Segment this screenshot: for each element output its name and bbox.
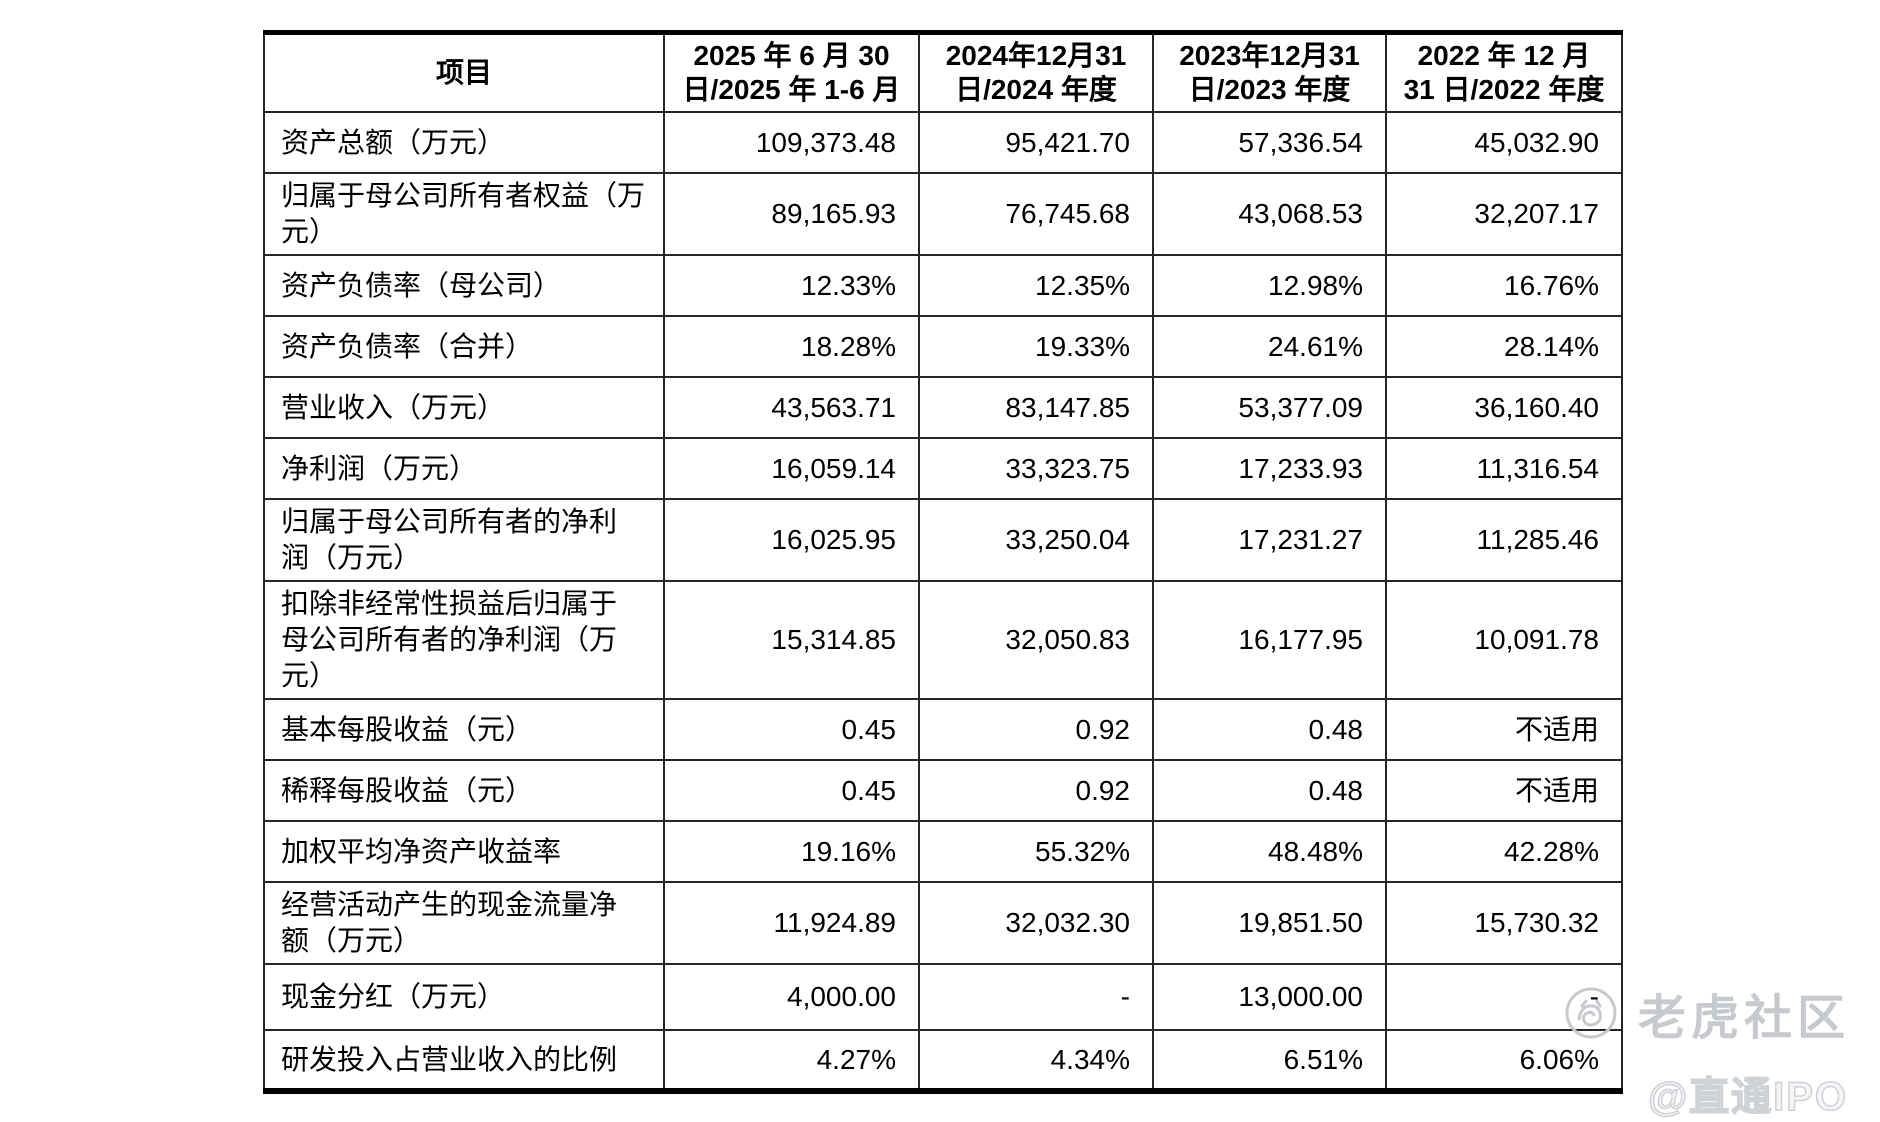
table-row: 现金分红（万元） 4,000.00 - 13,000.00 -: [263, 963, 1623, 1031]
table-row: 扣除非经常性损益后归属于 母公司所有者的净利润（万 元） 15,314.85 3…: [263, 580, 1623, 700]
column-header-period-2025: 2025 年 6 月 30 日/2025 年 1-6 月: [663, 31, 920, 113]
table-row: 资产负债率（合并） 18.28% 19.33% 24.61% 28.14%: [263, 315, 1623, 378]
value-cell: 11,924.89: [663, 881, 920, 965]
value-cell: 13,000.00: [1152, 963, 1387, 1031]
value-cell: 95,421.70: [918, 111, 1154, 174]
row-label: 加权平均净资产收益率: [263, 820, 665, 883]
value-cell: 10,091.78: [1385, 580, 1623, 700]
value-cell: 12.98%: [1152, 254, 1387, 317]
row-label: 稀释每股收益（元）: [263, 759, 665, 822]
value-cell: 33,250.04: [918, 498, 1154, 582]
value-cell: 57,336.54: [1152, 111, 1387, 174]
value-cell: 33,323.75: [918, 437, 1154, 500]
column-header-period-2023: 2023年12月31 日/2023 年度: [1152, 31, 1387, 113]
value-cell: 6.51%: [1152, 1029, 1387, 1092]
row-label: 净利润（万元）: [263, 437, 665, 500]
value-cell: 83,147.85: [918, 376, 1154, 439]
row-label: 经营活动产生的现金流量净 额（万元）: [263, 881, 665, 965]
table-row: 稀释每股收益（元） 0.45 0.92 0.48 不适用: [263, 759, 1623, 822]
value-cell: 19,851.50: [1152, 881, 1387, 965]
value-cell: 0.48: [1152, 698, 1387, 761]
value-cell: 不适用: [1385, 698, 1623, 761]
value-cell: 11,316.54: [1385, 437, 1623, 500]
row-label: 基本每股收益（元）: [263, 698, 665, 761]
value-cell: 24.61%: [1152, 315, 1387, 378]
value-cell: 15,314.85: [663, 580, 920, 700]
value-cell: 11,285.46: [1385, 498, 1623, 582]
value-cell: 16.76%: [1385, 254, 1623, 317]
value-cell: 0.45: [663, 698, 920, 761]
row-label: 归属于母公司所有者权益（万 元）: [263, 172, 665, 256]
value-cell: 12.33%: [663, 254, 920, 317]
column-header-period-2022: 2022 年 12 月 31 日/2022 年度: [1385, 31, 1623, 113]
row-label: 资产负债率（母公司）: [263, 254, 665, 317]
value-cell: 4.27%: [663, 1029, 920, 1092]
header-row: 项目 2025 年 6 月 30 日/2025 年 1-6 月 2024年12月…: [263, 31, 1623, 113]
table-row: 净利润（万元） 16,059.14 33,323.75 17,233.93 11…: [263, 437, 1623, 500]
value-cell: 55.32%: [918, 820, 1154, 883]
value-cell: -: [918, 963, 1154, 1031]
row-label: 资产负债率（合并）: [263, 315, 665, 378]
value-cell: 32,032.30: [918, 881, 1154, 965]
watermark-brand: 老虎社区: [1637, 992, 1850, 1045]
row-label: 扣除非经常性损益后归属于 母公司所有者的净利润（万 元）: [263, 580, 665, 700]
value-cell: 19.33%: [918, 315, 1154, 378]
value-cell: 42.28%: [1385, 820, 1623, 883]
value-cell: 76,745.68: [918, 172, 1154, 256]
table-row: 加权平均净资产收益率 19.16% 55.32% 48.48% 42.28%: [263, 820, 1623, 883]
row-label: 资产总额（万元）: [263, 111, 665, 174]
value-cell: 53,377.09: [1152, 376, 1387, 439]
value-cell: 89,165.93: [663, 172, 920, 256]
value-cell: 4,000.00: [663, 963, 920, 1031]
row-label: 归属于母公司所有者的净利 润（万元）: [263, 498, 665, 582]
value-cell: 32,050.83: [918, 580, 1154, 700]
row-label: 研发投入占营业收入的比例: [263, 1029, 665, 1092]
value-cell: 109,373.48: [663, 111, 920, 174]
value-cell: 0.92: [918, 759, 1154, 822]
value-cell: 45,032.90: [1385, 111, 1623, 174]
value-cell: 17,233.93: [1152, 437, 1387, 500]
value-cell: 16,059.14: [663, 437, 920, 500]
value-cell: 28.14%: [1385, 315, 1623, 378]
value-cell: 43,068.53: [1152, 172, 1387, 256]
value-cell: 32,207.17: [1385, 172, 1623, 256]
table-row: 经营活动产生的现金流量净 额（万元） 11,924.89 32,032.30 1…: [263, 881, 1623, 965]
column-header-period-2024: 2024年12月31 日/2024 年度: [918, 31, 1154, 113]
value-cell: 16,177.95: [1152, 580, 1387, 700]
value-cell: 43,563.71: [663, 376, 920, 439]
table-row: 归属于母公司所有者的净利 润（万元） 16,025.95 33,250.04 1…: [263, 498, 1623, 582]
value-cell: 17,231.27: [1152, 498, 1387, 582]
value-cell: 12.35%: [918, 254, 1154, 317]
value-cell: 48.48%: [1152, 820, 1387, 883]
financial-summary-table: 项目 2025 年 6 月 30 日/2025 年 1-6 月 2024年12月…: [263, 30, 1623, 1094]
value-cell: 15,730.32: [1385, 881, 1623, 965]
table-row: 资产总额（万元） 109,373.48 95,421.70 57,336.54 …: [263, 111, 1623, 174]
value-cell: 0.48: [1152, 759, 1387, 822]
value-cell: 19.16%: [663, 820, 920, 883]
value-cell: 18.28%: [663, 315, 920, 378]
table-row: 营业收入（万元） 43,563.71 83,147.85 53,377.09 3…: [263, 376, 1623, 439]
table-row: 归属于母公司所有者权益（万 元） 89,165.93 76,745.68 43,…: [263, 172, 1623, 256]
value-cell: 0.45: [663, 759, 920, 822]
value-cell: 不适用: [1385, 759, 1623, 822]
financial-summary-table-wrap: 项目 2025 年 6 月 30 日/2025 年 1-6 月 2024年12月…: [263, 30, 1623, 1094]
row-label: 现金分红（万元）: [263, 963, 665, 1031]
column-header-item: 项目: [263, 31, 665, 113]
value-cell: 6.06%: [1385, 1029, 1623, 1092]
value-cell: -: [1385, 963, 1623, 1031]
row-label: 营业收入（万元）: [263, 376, 665, 439]
table-row: 基本每股收益（元） 0.45 0.92 0.48 不适用: [263, 698, 1623, 761]
value-cell: 4.34%: [918, 1029, 1154, 1092]
value-cell: 0.92: [918, 698, 1154, 761]
table-row: 资产负债率（母公司） 12.33% 12.35% 12.98% 16.76%: [263, 254, 1623, 317]
table-row: 研发投入占营业收入的比例 4.27% 4.34% 6.51% 6.06%: [263, 1029, 1623, 1092]
value-cell: 16,025.95: [663, 498, 920, 582]
value-cell: 36,160.40: [1385, 376, 1623, 439]
